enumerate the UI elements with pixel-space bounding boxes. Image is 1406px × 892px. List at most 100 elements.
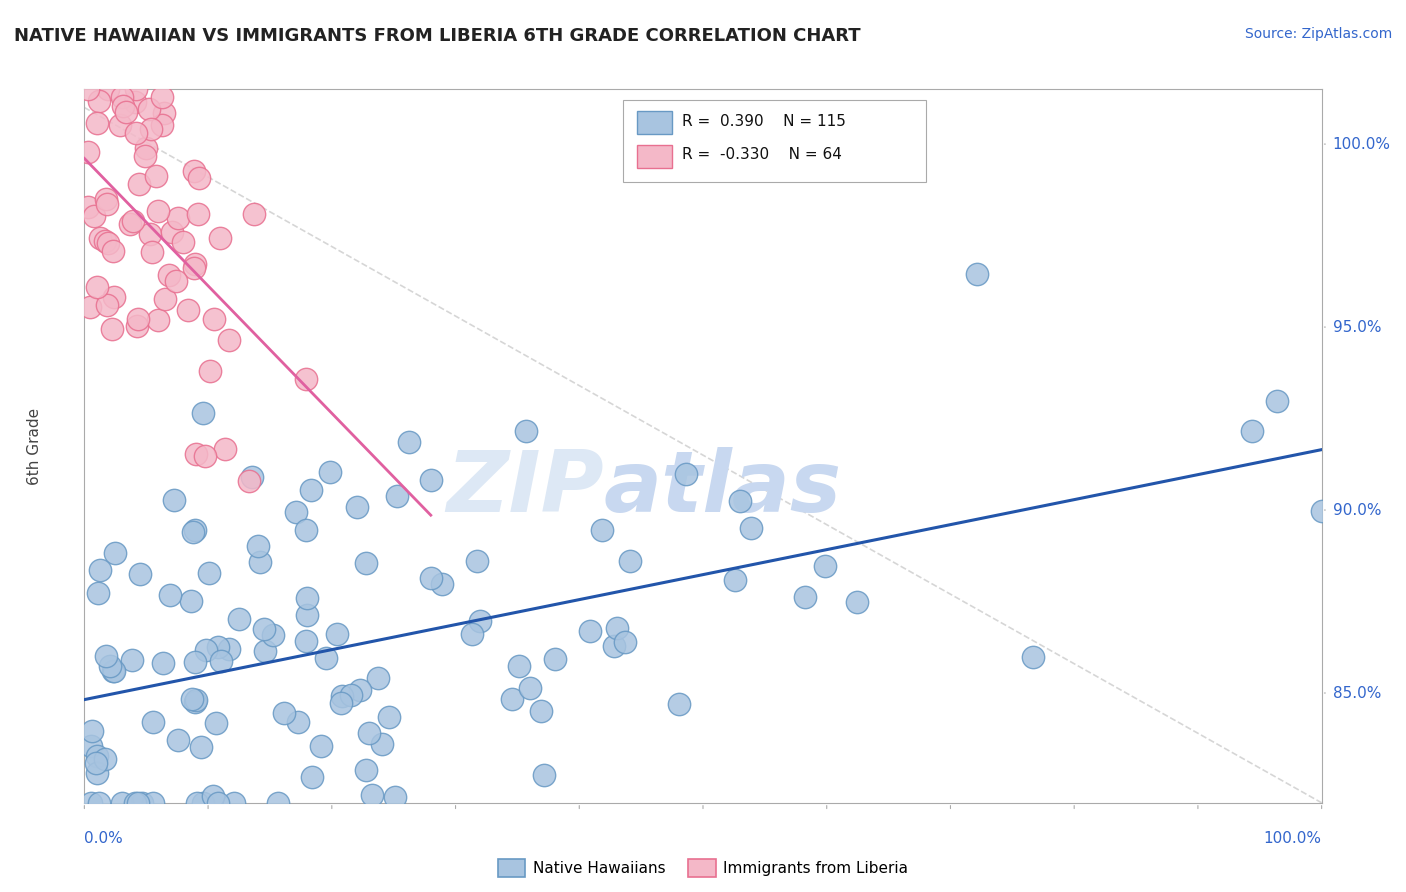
- Point: [184, 693, 207, 707]
- Point: [94, 752, 117, 766]
- Point: [287, 714, 309, 729]
- Point: [103, 290, 125, 304]
- Point: [193, 796, 215, 810]
- Point: [361, 789, 384, 803]
- Point: [79, 300, 101, 314]
- Text: 100.0%: 100.0%: [1264, 831, 1322, 847]
- Point: [181, 525, 204, 540]
- Point: [152, 657, 174, 671]
- Point: [519, 681, 541, 695]
- Point: [419, 571, 441, 585]
- Point: [325, 627, 347, 641]
- Point: [167, 211, 190, 226]
- Point: [966, 268, 988, 282]
- Point: [420, 473, 443, 487]
- Text: 0.0%: 0.0%: [84, 831, 124, 847]
- Point: [238, 474, 260, 488]
- Text: Source: ZipAtlas.com: Source: ZipAtlas.com: [1244, 27, 1392, 41]
- Point: [533, 768, 555, 782]
- Point: [97, 235, 120, 250]
- Point: [249, 555, 271, 569]
- Point: [190, 739, 212, 754]
- Point: [530, 704, 553, 718]
- Text: NATIVE HAWAIIAN VS IMMIGRANTS FROM LIBERIA 6TH GRADE CORRELATION CHART: NATIVE HAWAIIAN VS IMMIGRANTS FROM LIBER…: [14, 27, 860, 45]
- Point: [606, 621, 628, 635]
- Point: [183, 655, 205, 669]
- Point: [84, 756, 107, 770]
- Point: [172, 235, 194, 249]
- Point: [89, 796, 111, 810]
- Point: [387, 490, 409, 504]
- Point: [80, 739, 103, 754]
- Point: [591, 523, 613, 537]
- Point: [354, 556, 377, 570]
- Point: [122, 214, 145, 228]
- Point: [253, 644, 276, 658]
- Point: [461, 627, 484, 641]
- Point: [266, 796, 288, 810]
- Point: [180, 594, 202, 608]
- Point: [346, 500, 368, 514]
- Point: [101, 321, 124, 335]
- Point: [195, 643, 218, 657]
- Point: [214, 442, 236, 457]
- Point: [846, 595, 869, 609]
- Point: [103, 664, 125, 678]
- Point: [184, 523, 207, 537]
- Point: [209, 231, 232, 245]
- Point: [152, 118, 174, 132]
- Point: [186, 796, 208, 810]
- Point: [139, 122, 162, 136]
- Point: [135, 141, 157, 155]
- Point: [602, 640, 624, 654]
- Point: [295, 634, 318, 648]
- Text: 100.0%: 100.0%: [1333, 136, 1391, 152]
- Point: [184, 695, 207, 709]
- Point: [262, 628, 284, 642]
- Text: 95.0%: 95.0%: [1333, 319, 1381, 334]
- Point: [93, 234, 115, 248]
- Point: [167, 733, 190, 747]
- Point: [295, 591, 318, 606]
- Point: [301, 770, 323, 784]
- Point: [101, 664, 124, 678]
- Point: [127, 312, 149, 326]
- Point: [240, 469, 263, 483]
- Point: [579, 624, 602, 638]
- Point: [1310, 504, 1333, 518]
- Point: [86, 766, 108, 780]
- Point: [96, 197, 118, 211]
- Text: atlas: atlas: [605, 447, 842, 531]
- Point: [430, 576, 453, 591]
- Point: [127, 318, 149, 333]
- Point: [183, 260, 205, 275]
- Point: [160, 225, 183, 239]
- Point: [295, 607, 318, 622]
- Point: [205, 715, 228, 730]
- Point: [228, 612, 250, 626]
- Point: [86, 280, 108, 294]
- Point: [124, 796, 146, 810]
- Point: [544, 652, 567, 666]
- Point: [141, 244, 163, 259]
- Point: [121, 653, 143, 667]
- Point: [1241, 424, 1264, 438]
- Point: [330, 689, 353, 703]
- Legend: Native Hawaiians, Immigrants from Liberia: Native Hawaiians, Immigrants from Liberi…: [492, 854, 914, 883]
- Point: [668, 697, 690, 711]
- Point: [142, 715, 165, 730]
- Point: [349, 683, 371, 698]
- Bar: [623, 100, 925, 182]
- Point: [1022, 650, 1045, 665]
- Point: [398, 435, 420, 450]
- Point: [120, 218, 142, 232]
- Point: [295, 523, 318, 537]
- Point: [98, 659, 121, 673]
- Point: [111, 796, 134, 810]
- Point: [187, 206, 209, 220]
- Text: 90.0%: 90.0%: [1333, 502, 1381, 517]
- Point: [180, 691, 202, 706]
- Point: [101, 244, 124, 258]
- Point: [207, 796, 229, 810]
- Point: [87, 586, 110, 600]
